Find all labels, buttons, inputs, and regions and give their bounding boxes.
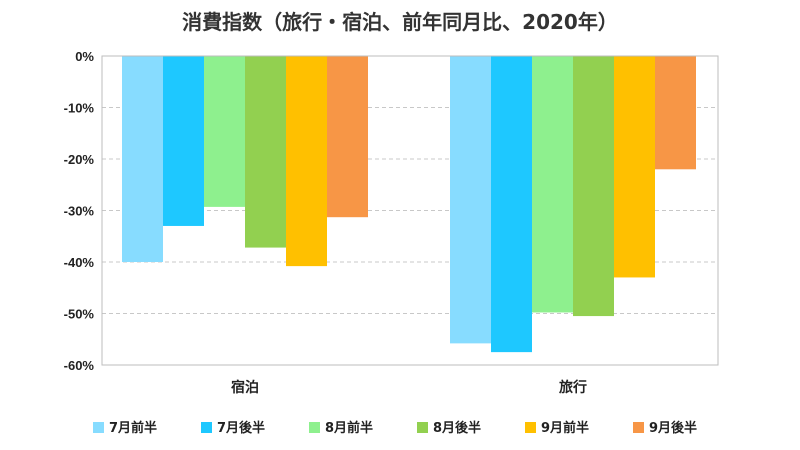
bar [573, 56, 614, 317]
bar [614, 56, 655, 278]
chart-title: 消費指数（旅行・宿泊、前年同月比、2020年） [182, 10, 618, 34]
legend-label: 8月後半 [433, 420, 481, 436]
bar [286, 56, 327, 267]
y-tick-label: -60% [64, 358, 95, 373]
bar [204, 56, 245, 207]
bar [532, 56, 573, 313]
y-tick-label: -30% [64, 204, 95, 219]
legend-swatch [417, 422, 428, 433]
bar [327, 56, 368, 218]
bars-layer [122, 56, 696, 353]
legend-swatch [93, 422, 104, 433]
legend: 7月前半 7月後半 8月前半 8月後半 9月前半 9月後半 [93, 420, 697, 436]
x-category-label: 宿泊 [231, 379, 259, 396]
y-tick-label: 0% [75, 49, 94, 64]
legend-label: 9月後半 [649, 420, 697, 436]
bar [163, 56, 204, 226]
y-tick-label: -40% [64, 255, 95, 270]
legend-swatch [309, 422, 320, 433]
bar [491, 56, 532, 353]
legend-swatch [525, 422, 536, 433]
y-axis-ticks: 0% -10% -20% -30% -40% -50% -60% [64, 49, 95, 373]
plot-area-border [101, 55, 719, 366]
bar [122, 56, 163, 262]
legend-label: 7月後半 [217, 420, 265, 436]
y-tick-label: -10% [64, 101, 95, 116]
legend-swatch [633, 422, 644, 433]
y-tick-label: -20% [64, 152, 95, 167]
bar [245, 56, 286, 248]
x-axis-categories: 宿泊 旅行 [231, 379, 587, 396]
legend-label: 9月前半 [541, 420, 589, 436]
bar [655, 56, 696, 170]
legend-label: 7月前半 [109, 420, 157, 436]
y-tick-label: -50% [64, 307, 95, 322]
legend-swatch [201, 422, 212, 433]
legend-label: 8月前半 [325, 420, 373, 436]
bar [450, 56, 491, 344]
x-category-label: 旅行 [559, 379, 587, 396]
